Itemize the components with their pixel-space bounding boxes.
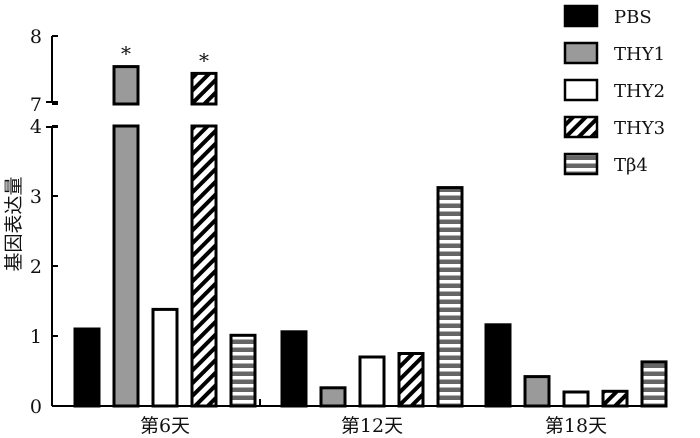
y-tick-label: 3	[30, 186, 42, 208]
legend-swatch-Tβ4	[563, 152, 599, 176]
x-category-label: 第6天	[140, 415, 190, 437]
legend-swatch-THY2	[563, 78, 599, 102]
legend-swatch-THY1	[563, 41, 599, 65]
bar-Tβ4-第12天	[436, 186, 464, 408]
x-category-label: 第18天	[545, 415, 607, 437]
legend-swatch-THY3	[563, 115, 599, 139]
bar-THY3-第6天	[190, 124, 218, 408]
bar-THY1-第6天	[112, 124, 140, 408]
y-tick-label: 2	[30, 256, 42, 278]
bar-THY3-第6天-upper	[190, 71, 218, 106]
legend: PBS THY1 THY2 THY3 Tβ4	[563, 4, 665, 176]
legend-label-PBS: PBS	[614, 7, 652, 28]
bar-PBS-第6天	[73, 327, 101, 408]
bar-THY2-第12天	[358, 355, 386, 408]
bar-PBS-第18天	[484, 323, 512, 408]
bar-THY3-第12天	[397, 352, 425, 408]
bar-THY2-第6天	[151, 307, 179, 408]
legend-label-Tβ4: Tβ4	[614, 155, 648, 176]
bar-PBS-第12天	[280, 330, 308, 408]
legend-label-THY1: THY1	[614, 44, 665, 65]
y-tick-label: 1	[30, 326, 42, 348]
bar-THY1-第6天-upper	[112, 65, 140, 106]
y-tick-label: 4	[30, 116, 42, 138]
y-tick-label: 8	[30, 26, 42, 48]
bars	[73, 65, 668, 408]
bar-THY1-第18天	[523, 375, 551, 408]
bar-THY2-第18天	[562, 390, 590, 408]
bar-THY1-第12天	[319, 386, 347, 408]
x-category-label: 第12天	[341, 415, 403, 437]
significance-star: *	[199, 48, 209, 72]
bar-THY3-第18天	[601, 389, 629, 408]
legend-label-THY2: THY2	[614, 81, 665, 102]
significance-star: *	[121, 42, 131, 66]
y-tick-label: 0	[30, 396, 42, 418]
y-tick-label: 7	[30, 94, 42, 116]
bar-Tβ4-第6天	[229, 333, 257, 408]
legend-swatch-PBS	[563, 4, 599, 28]
legend-label-THY3: THY3	[614, 118, 665, 139]
bar-Tβ4-第18天	[640, 360, 668, 408]
y-axis-label: 基因表达量	[3, 176, 25, 271]
